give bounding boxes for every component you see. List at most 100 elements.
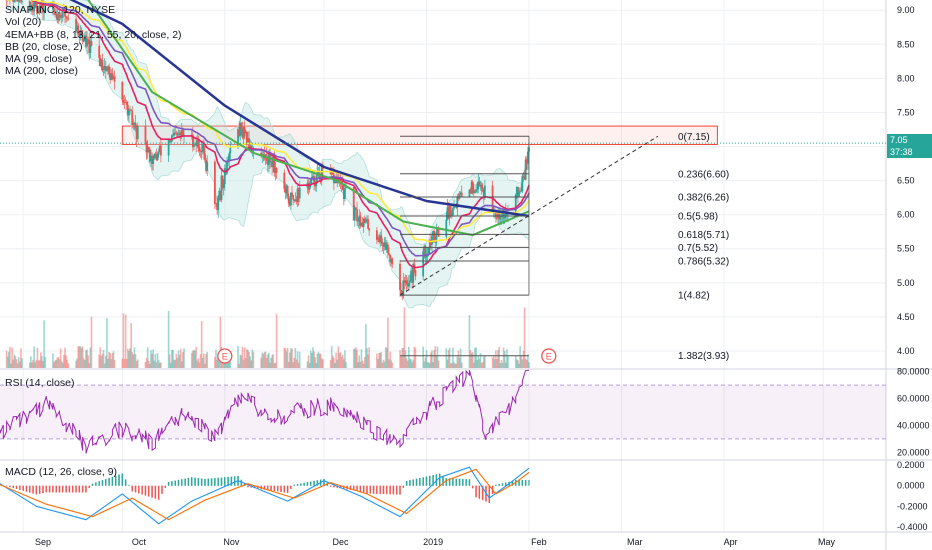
candle-body — [105, 70, 108, 72]
macd-pane-title[interactable]: MACD (12, 26, close, 9) — [5, 466, 118, 478]
volume-bar — [205, 354, 207, 368]
candle-body — [472, 189, 475, 194]
candle-body — [361, 222, 364, 227]
candle-body — [31, 4, 33, 11]
candle-body — [400, 290, 403, 294]
volume-bar — [523, 307, 526, 368]
rsi-pane-title[interactable]: RSI (14, close) — [5, 377, 75, 389]
volume-bar — [182, 352, 184, 368]
volume-bar — [400, 356, 402, 368]
candle-body — [457, 196, 460, 199]
volume-bar — [335, 352, 337, 368]
volume-bar — [448, 347, 451, 368]
indicator-ma200[interactable]: MA (200, close) — [5, 65, 78, 78]
volume-bar — [390, 360, 393, 368]
price-tick-label: 9.00 — [897, 5, 915, 15]
volume-bar — [470, 353, 473, 368]
candle-body — [201, 144, 204, 153]
volume-bar — [181, 361, 183, 368]
indicator-vol[interactable]: Vol (20) — [5, 16, 42, 29]
volume-bar — [15, 359, 18, 368]
candle-body — [494, 209, 497, 218]
candle-body — [109, 74, 112, 80]
volume-bar — [268, 352, 270, 368]
candle-body — [218, 190, 221, 198]
volume-bar — [306, 361, 309, 368]
candle-body — [44, 9, 47, 11]
candle-body — [518, 191, 520, 197]
volume-bar — [437, 360, 440, 368]
symbol-title[interactable]: SNAP INC., 120, NYSE — [5, 4, 116, 16]
macd-hist-bar — [452, 478, 454, 486]
volume-bar — [365, 323, 367, 368]
candle-body — [391, 258, 394, 264]
candle-body — [390, 258, 393, 263]
volume-bar — [43, 320, 45, 368]
candle-body — [191, 134, 194, 148]
macd-hist-bar — [481, 485, 484, 501]
macd-hist-bar — [379, 485, 381, 494]
candle-body — [498, 210, 501, 220]
candle-body — [298, 187, 301, 199]
candle-body — [360, 222, 363, 226]
volume-bar — [357, 362, 359, 368]
candle-body — [410, 270, 412, 281]
candle-body — [200, 151, 203, 153]
volume-bar — [436, 346, 439, 368]
volume-bar — [525, 359, 528, 368]
macd-hist-bar — [376, 485, 378, 494]
volume-bar — [284, 348, 287, 368]
earnings-marker — [217, 348, 233, 364]
candle-body — [238, 129, 241, 136]
candle-body — [422, 251, 425, 277]
macd-hist-bar — [488, 485, 490, 503]
macd-hist-bar — [396, 485, 398, 495]
candle-body — [341, 184, 344, 190]
volume-bar — [100, 356, 103, 368]
candle-body — [478, 181, 481, 186]
volume-bar — [41, 356, 43, 368]
volume-bar — [134, 354, 137, 368]
volume-bar — [269, 362, 271, 368]
candle-body — [526, 151, 529, 164]
macd-hist-bar — [181, 479, 183, 486]
volume-bar — [315, 362, 318, 368]
candle-body — [475, 189, 477, 193]
indicator-bb[interactable]: BB (20, close, 2) — [5, 40, 83, 53]
indicator-ma99[interactable]: MA (99, close) — [5, 53, 73, 66]
volume-bar — [218, 361, 221, 368]
macd-hist-bar — [9, 485, 11, 488]
candle-body — [76, 25, 79, 32]
volume-bar — [19, 361, 21, 368]
volume-bar — [516, 359, 518, 368]
candle-body — [237, 129, 239, 148]
volume-bar — [499, 363, 502, 368]
resistance-zone — [121, 125, 718, 145]
candle-body — [482, 191, 485, 198]
indicator-4ema-bb[interactable]: 4EMA+BB (8, 13, 21, 55, 20, close, 2) — [5, 28, 182, 41]
volume-bar — [84, 359, 86, 368]
macd-hist-bar — [167, 481, 170, 486]
macd-hist-bar — [323, 478, 325, 486]
macd-hist-bar — [98, 481, 100, 486]
volume-bar — [8, 351, 10, 368]
price-tick-label: 8.00 — [897, 73, 915, 83]
macd-hist-bar — [429, 475, 431, 486]
volume-bar — [273, 362, 276, 368]
candle-body — [270, 161, 272, 163]
macd-hist-bar — [389, 485, 391, 495]
candle-body — [431, 236, 433, 245]
macd-hist-bar — [52, 485, 54, 493]
macd-hist-bar — [240, 479, 243, 486]
macd-hist-bar — [148, 485, 150, 497]
volume-bar — [63, 354, 65, 368]
volume-bar — [88, 362, 91, 368]
macd-hist-bar — [91, 483, 94, 486]
chart-legend: SNAP INC., 120, NYSE Vol (20) 4EMA+BB (8… — [5, 4, 182, 78]
macd-hist-bar — [270, 485, 272, 491]
volume-bar — [11, 347, 13, 368]
volume-bar — [12, 359, 15, 368]
volume-bar — [403, 307, 406, 368]
fibonacci-levels: 0(7.15) 0.236(6.60) 0.382(6.26) 0.5(5.98) 0.… — [400, 132, 729, 362]
